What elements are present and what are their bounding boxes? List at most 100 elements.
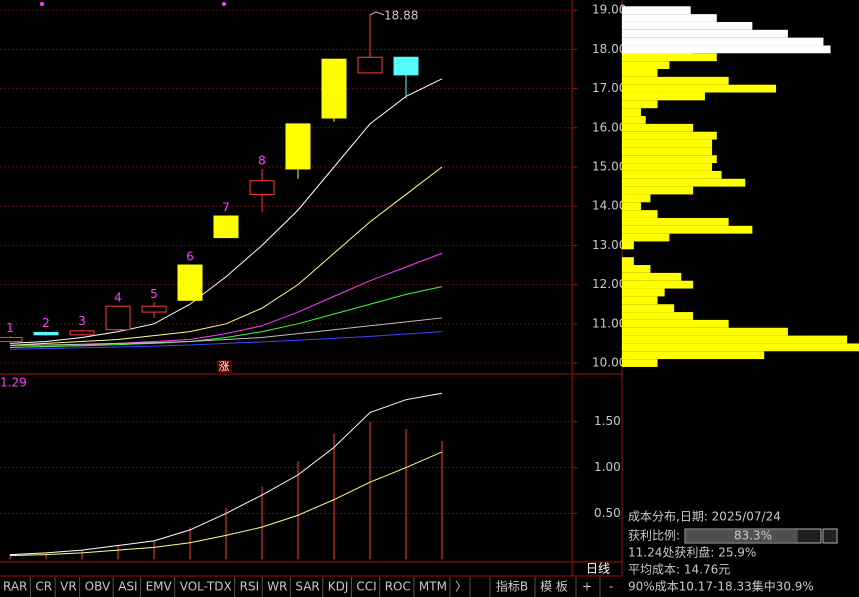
candle-body xyxy=(177,264,203,301)
chip-bar xyxy=(622,147,713,156)
high-label: 18.88 xyxy=(384,8,418,22)
tab[interactable]: SAR xyxy=(295,580,319,594)
candle-label: 6 xyxy=(186,250,194,264)
info-line: 90%成本10.17-18.33集中30.9% xyxy=(628,579,814,594)
candle-body xyxy=(105,305,131,331)
chip-bar xyxy=(622,14,717,22)
candle-body xyxy=(249,180,275,195)
tab[interactable]: VOL-TDX xyxy=(180,580,232,594)
indicator-value: 1.29 xyxy=(0,376,27,390)
dot xyxy=(222,2,226,6)
y-tick-label: 17.00 xyxy=(592,81,626,95)
ma-line xyxy=(9,166,443,346)
tab[interactable]: CR xyxy=(35,580,52,594)
y-tick-label: 0.50 xyxy=(594,506,621,520)
chip-bar xyxy=(622,280,694,289)
chip-bar xyxy=(622,61,670,69)
tab[interactable]: MTM xyxy=(419,580,447,594)
tab[interactable]: WR xyxy=(267,580,287,594)
marker: 涨 xyxy=(219,360,230,373)
chip-bar xyxy=(622,84,777,93)
tab[interactable]: ROC xyxy=(385,580,411,594)
tab[interactable]: OBV xyxy=(85,580,111,594)
tab[interactable]: 〉 xyxy=(455,580,467,594)
period[interactable]: 日线 xyxy=(586,562,610,576)
info-line: 平均成本: 14.76元 xyxy=(628,563,730,577)
tab[interactable]: CCI xyxy=(356,580,376,594)
chip-bar xyxy=(622,21,753,30)
candle-label: 5 xyxy=(150,287,158,301)
button[interactable]: 指标B xyxy=(496,579,528,594)
chip-bar xyxy=(622,76,729,85)
candle-body xyxy=(321,58,347,119)
chip-bar xyxy=(622,131,717,140)
chip-bar xyxy=(622,327,788,336)
progress-end xyxy=(822,528,838,544)
chip-bar xyxy=(622,319,729,328)
candle-label: 4 xyxy=(114,291,122,305)
chip-bar xyxy=(622,304,675,313)
chip-bar xyxy=(622,210,658,218)
chip-bar xyxy=(622,296,658,305)
candle-body xyxy=(213,215,239,239)
button[interactable]: 模 板 xyxy=(540,580,568,594)
chip-bar xyxy=(622,69,658,77)
y-tick-label: 11.00 xyxy=(592,316,626,330)
chip-bar xyxy=(622,37,824,46)
chip-bar xyxy=(622,194,651,203)
ma-line xyxy=(9,78,443,344)
y-tick-label: 19.00 xyxy=(592,3,626,17)
y-tick-label: 12.00 xyxy=(592,277,626,291)
y-tick-label: 14.00 xyxy=(592,199,626,213)
candle-body xyxy=(33,331,59,336)
tab[interactable]: ASI xyxy=(118,580,137,594)
chip-bar xyxy=(622,29,788,38)
chip-bar xyxy=(622,351,765,360)
y-tick-label: 13.00 xyxy=(592,238,626,252)
chip-bar xyxy=(622,241,634,250)
chip-bar xyxy=(622,123,694,132)
chip-bar xyxy=(622,202,641,211)
candle-body xyxy=(69,330,95,336)
info-title: 成本分布,日期: 2025/07/24 xyxy=(628,510,781,524)
chip-bar xyxy=(622,257,634,265)
progress-text: 83.3% xyxy=(734,529,772,543)
chip-bar xyxy=(622,265,651,273)
button[interactable]: + xyxy=(582,580,592,594)
chip-bar xyxy=(622,178,746,187)
candle-body xyxy=(0,337,23,342)
progress-fill xyxy=(686,530,798,542)
chip-bar xyxy=(622,233,670,242)
tab[interactable]: RAR xyxy=(3,580,27,594)
tab[interactable]: EMV xyxy=(146,580,173,594)
indicator-line xyxy=(9,451,443,557)
tab[interactable]: KDJ xyxy=(328,580,349,594)
chip-bar xyxy=(622,155,717,164)
candle-label: 1 xyxy=(6,321,14,335)
candle-label: 2 xyxy=(42,316,50,330)
chip-bar xyxy=(622,225,753,234)
chip-bar xyxy=(622,170,722,179)
chip-bar xyxy=(622,45,831,54)
candle-label: 8 xyxy=(258,153,266,167)
candle-label: 3 xyxy=(78,314,86,328)
chip-bar xyxy=(622,139,713,148)
chip-bar xyxy=(622,116,646,124)
tab[interactable]: RSI xyxy=(240,580,260,594)
candle-body xyxy=(357,56,383,74)
y-tick-label: 1.00 xyxy=(594,460,621,474)
ma-line xyxy=(9,331,443,350)
button[interactable]: - xyxy=(609,580,613,594)
chip-bar xyxy=(622,272,682,281)
y-tick-label: 18.00 xyxy=(592,42,626,56)
marker-box xyxy=(217,360,232,374)
chip-bar xyxy=(622,343,859,352)
chip-bar xyxy=(622,49,694,58)
chip-bar xyxy=(622,335,848,344)
chip-bar xyxy=(622,163,713,171)
chip-bar xyxy=(622,100,658,109)
tab[interactable]: VR xyxy=(60,580,77,594)
candle-label: 7 xyxy=(222,201,230,215)
chip-bar xyxy=(622,312,694,320)
